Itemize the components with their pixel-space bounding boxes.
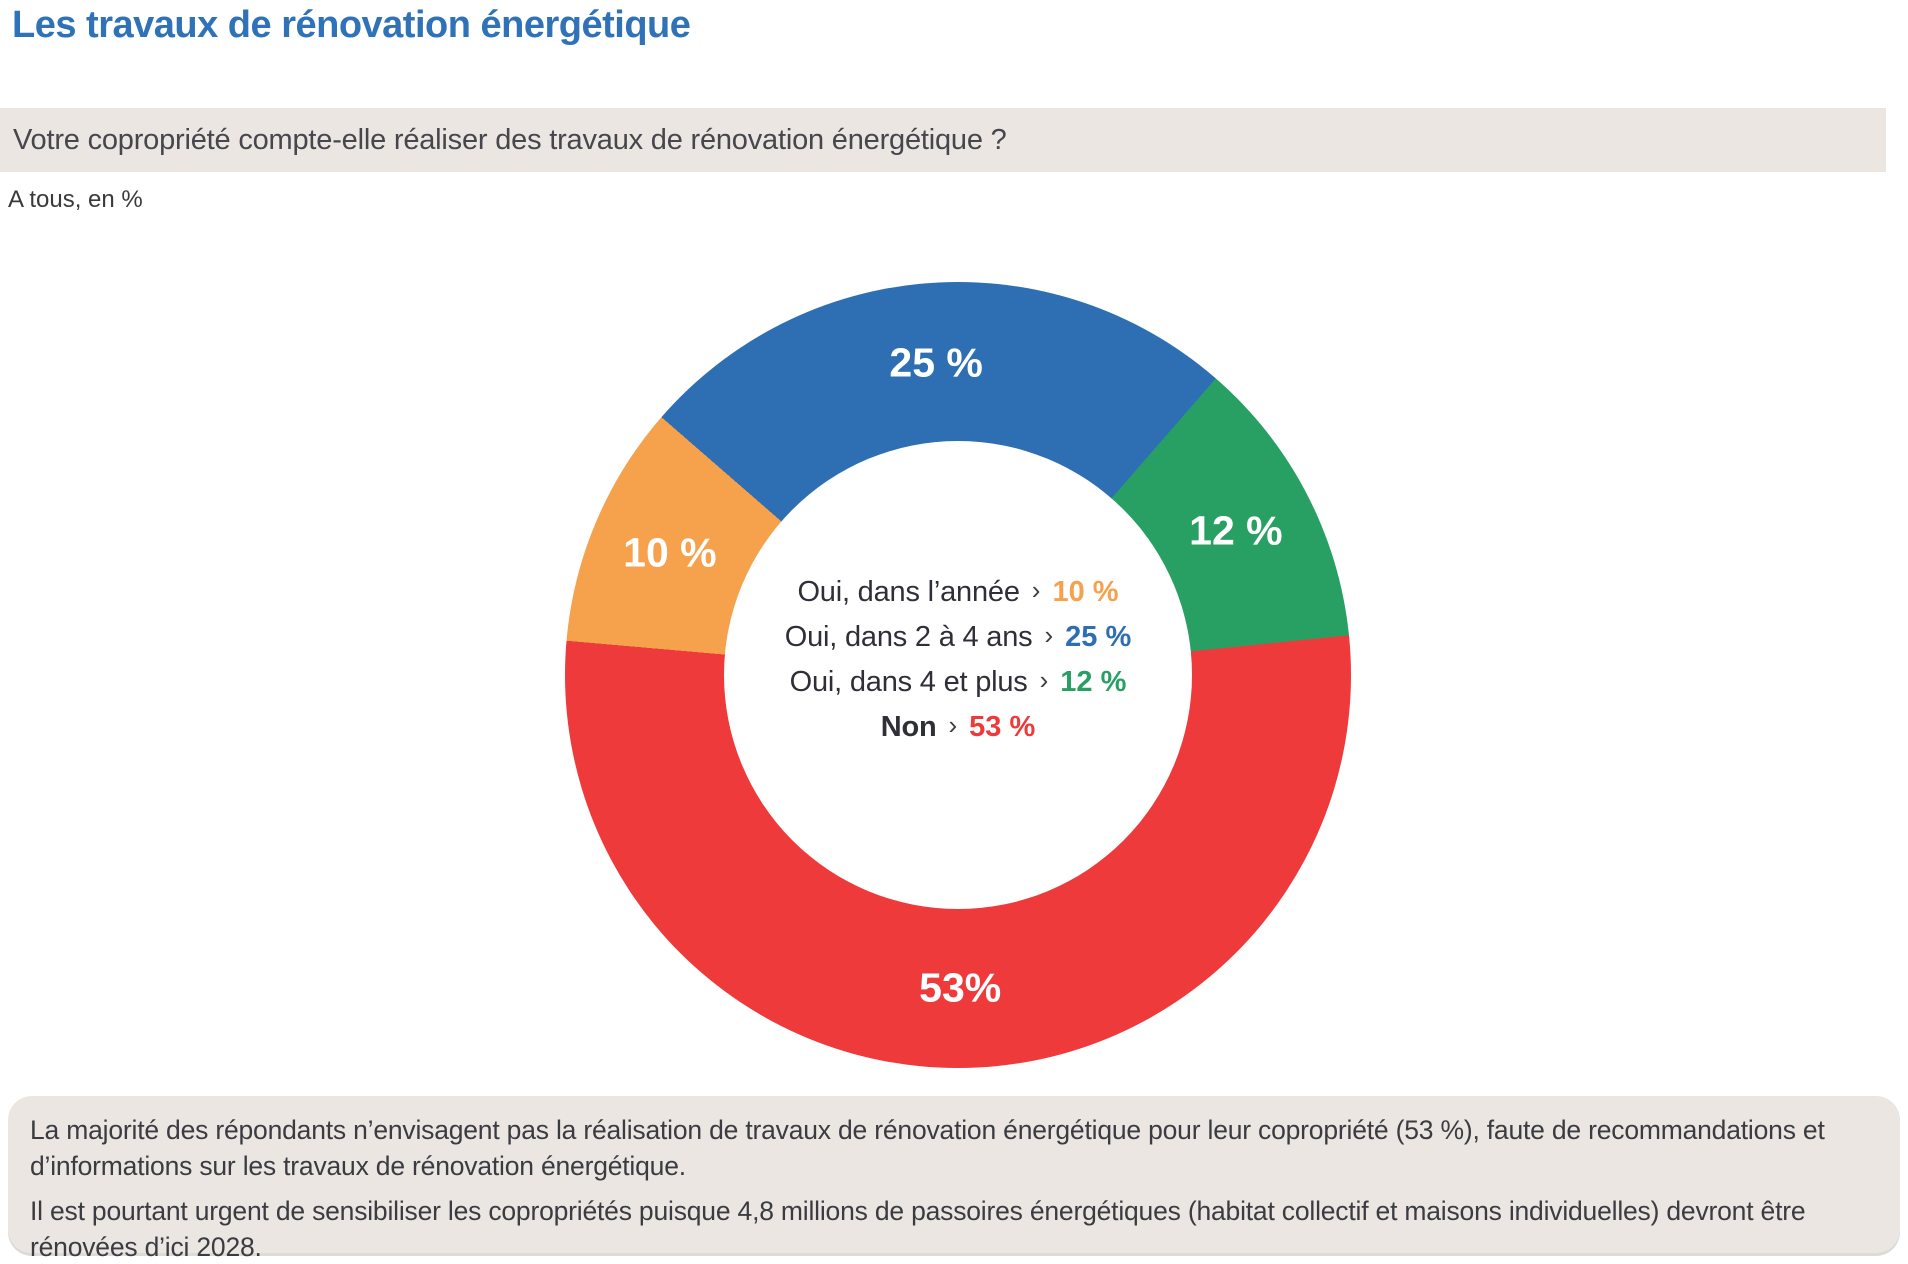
legend-value: 12 % [1060, 666, 1127, 698]
legend-value: 10 % [1052, 576, 1119, 608]
donut-chart: Oui, dans l’année › 10 % Oui, dans 2 à 4 an… [565, 282, 1351, 1068]
ring-label: 25 % [889, 339, 983, 386]
chevron-right-icon: › [948, 710, 958, 740]
question-text: Votre copropriété compte-elle réaliser d… [13, 123, 1007, 156]
legend-label: Non [880, 711, 937, 743]
legend-row: Oui, dans 4 et plus › 12 % [790, 660, 1127, 705]
ring-label: 12 % [1189, 507, 1283, 554]
legend-label: Oui, dans l’année [797, 576, 1020, 608]
footer-paragraph: La majorité des répondants n’envisagent … [30, 1115, 1825, 1182]
chevron-right-icon: › [1044, 620, 1054, 650]
legend-row: Oui, dans l’année › 10 % [797, 570, 1118, 615]
page-title: Les travaux de rénovation énergétique [12, 4, 691, 46]
legend-label: Oui, dans 4 et plus [789, 666, 1028, 698]
legend-row: Non › 53 % [881, 705, 1036, 750]
legend-value: 53 % [969, 711, 1036, 743]
footer-note: La majorité des répondants n’envisagent … [8, 1096, 1900, 1262]
footer-paragraph: Il est pourtant urgent de sensibiliser l… [30, 1196, 1806, 1263]
legend-label: Oui, dans 2 à 4 ans [784, 621, 1033, 653]
legend-row: Oui, dans 2 à 4 ans › 25 % [785, 615, 1131, 660]
chart-subtitle: A tous, en % [8, 186, 143, 213]
chevron-right-icon: › [1039, 665, 1049, 695]
donut-hole [724, 441, 1192, 909]
ring-label: 53% [919, 964, 1002, 1011]
chevron-right-icon: › [1031, 575, 1041, 605]
legend-value: 25 % [1065, 621, 1132, 653]
chart-legend: Oui, dans l’année › 10 % Oui, dans 2 à 4 an… [565, 570, 1351, 750]
ring-label: 10 % [623, 529, 717, 576]
question-bar: Votre copropriété compte-elle réaliser d… [0, 108, 1886, 172]
